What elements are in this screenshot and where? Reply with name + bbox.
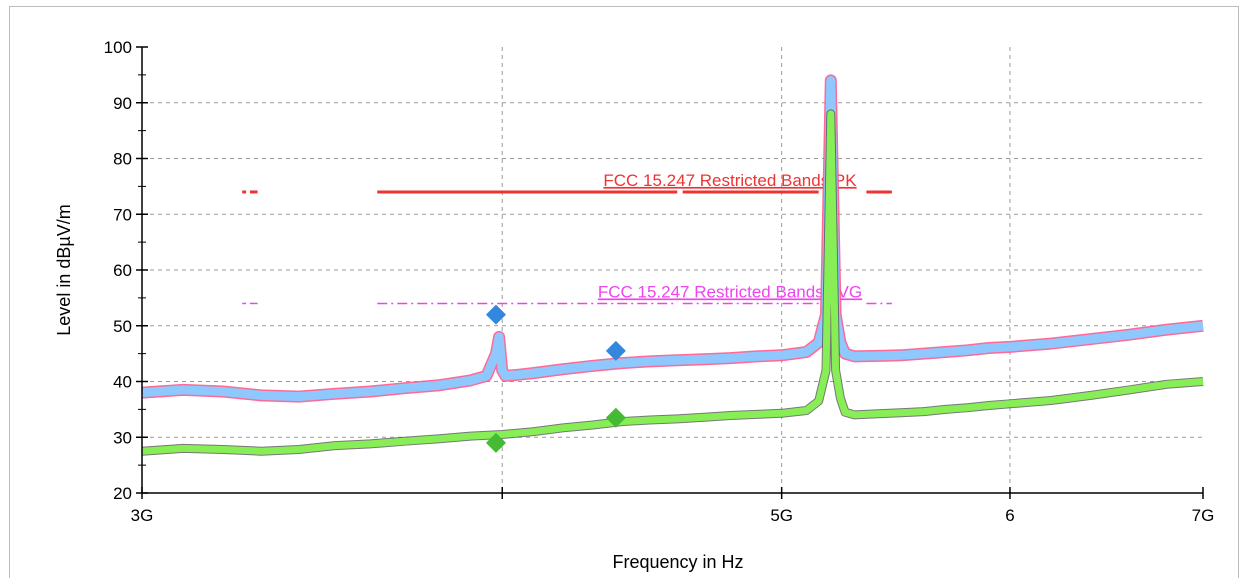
y-tick-label: 60 [113, 261, 132, 280]
y-tick-label: 90 [113, 94, 132, 113]
y-tick-label: 30 [113, 428, 132, 447]
limit-lines: FCC 15.247 Restricted Bands PK FCC 15.247… [242, 171, 892, 305]
peak-marker [605, 340, 626, 361]
axes [136, 46, 1204, 499]
chart-frame [9, 6, 1239, 578]
y-axis-title: Level in dBµV/m [54, 204, 74, 335]
y-tick-label: 40 [113, 373, 132, 392]
x-tick-label: 3G [131, 506, 154, 525]
y-tick-label: 70 [113, 205, 132, 224]
average-trace-overlay [141, 110, 1204, 455]
y-tick-label: 80 [113, 150, 132, 169]
labels: Level in dBµV/m Frequency in Hz 20 30 40 50… [54, 38, 1214, 572]
x-axis-title: Frequency in Hz [612, 552, 743, 572]
x-tick-label: 7G [1192, 506, 1215, 525]
y-tick-label: 50 [113, 317, 132, 336]
peak-trace-overlay [141, 75, 1204, 402]
traces [141, 74, 1204, 456]
average-marker [485, 432, 506, 453]
x-tick-label: 6 [1005, 506, 1014, 525]
markers [485, 304, 626, 453]
x-tick-label: 5G [770, 506, 793, 525]
y-tick-label: 100 [104, 38, 132, 57]
y-tick-label: 20 [113, 484, 132, 503]
pk-limit-label: FCC 15.247 Restricted Bands PK [603, 171, 857, 190]
avg-limit-label: FCC 15.247 Restricted Bands AVG [598, 282, 862, 301]
peak-marker [485, 304, 506, 325]
grid-layer [142, 47, 1203, 493]
average-marker [605, 407, 626, 428]
peak-trace [141, 74, 1204, 403]
